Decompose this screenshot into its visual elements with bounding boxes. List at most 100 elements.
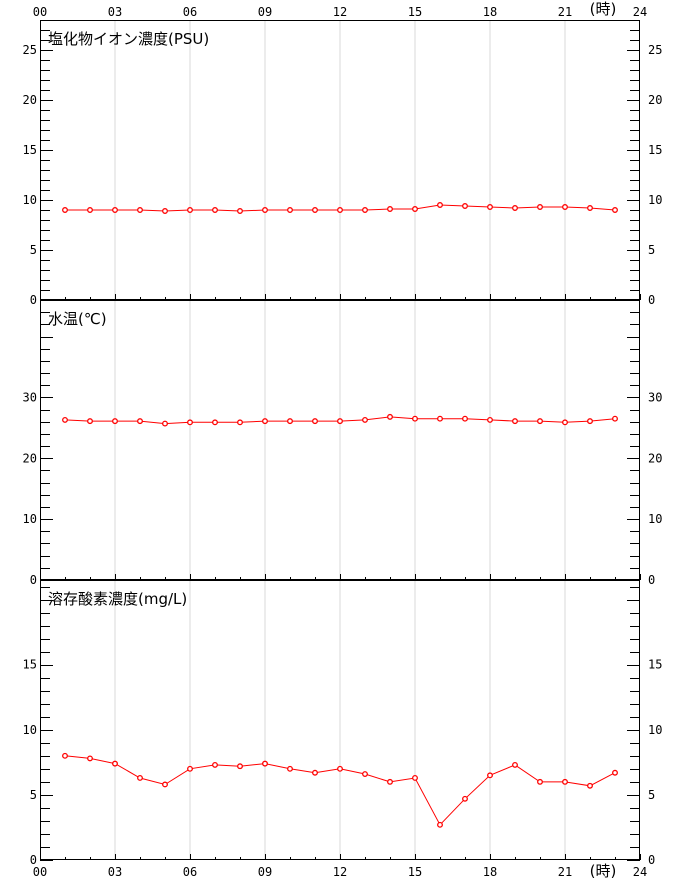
data-point — [387, 206, 393, 212]
data-point — [262, 760, 268, 767]
x-tick-label-top: 15 — [408, 5, 422, 19]
x-tick-label-bottom: 06 — [183, 865, 197, 879]
data-point — [487, 416, 493, 423]
data-point — [612, 415, 618, 422]
y-tick-label-left: 10 — [23, 193, 37, 207]
x-tick-label-top: 06 — [183, 5, 197, 19]
y-tick-label-right: 0 — [648, 293, 655, 307]
data-point — [537, 418, 543, 425]
data-point — [362, 207, 368, 213]
data-point — [312, 418, 318, 425]
data-point — [162, 208, 168, 214]
data-point — [312, 769, 318, 776]
data-point — [487, 772, 493, 779]
data-point — [437, 821, 443, 828]
data-point — [87, 207, 93, 213]
data-point — [162, 420, 168, 427]
data-point — [412, 206, 418, 212]
data-point — [187, 765, 193, 772]
y-tick-label-left: 10 — [23, 512, 37, 526]
data-point — [112, 207, 118, 213]
data-point — [62, 752, 68, 759]
y-tick-label-left: 25 — [23, 43, 37, 57]
data-point — [212, 761, 218, 768]
data-point — [87, 418, 93, 425]
panel-title: 溶存酸素濃度(mg/L) — [48, 590, 187, 608]
data-point — [362, 416, 368, 423]
data-point — [137, 207, 143, 213]
data-point — [387, 413, 393, 420]
x-tick-label-top: 21 — [558, 5, 572, 19]
data-point — [262, 418, 268, 425]
x-tick-label-bottom: 00 — [33, 865, 47, 879]
data-point — [487, 204, 493, 210]
data-point — [512, 418, 518, 425]
y-tick-label-left: 15 — [23, 143, 37, 157]
data-point — [187, 419, 193, 426]
y-tick-label-right: 0 — [648, 853, 655, 867]
panel-title: 水温(℃) — [48, 310, 107, 328]
panel-frame — [40, 580, 640, 860]
y-tick-label-right: 20 — [648, 93, 662, 107]
x-tick-label-top: 00 — [33, 5, 47, 19]
dissolved-oxygen-panel: 0 0 5 5 10 10 15 15 溶存酸素濃度(mg/L) — [23, 580, 662, 867]
x-tick-label-bottom: 21 — [558, 865, 572, 879]
data-point — [462, 203, 468, 209]
data-point — [587, 418, 593, 425]
data-point — [62, 207, 68, 213]
x-tick-label-top: 12 — [333, 5, 347, 19]
y-tick-label-right: 30 — [648, 390, 662, 404]
y-tick-label-left: 0 — [30, 573, 37, 587]
data-point — [462, 415, 468, 422]
data-point — [212, 419, 218, 426]
data-point — [512, 761, 518, 768]
y-tick-label-left: 30 — [23, 390, 37, 404]
panel-title: 塩化物イオン濃度(PSU) — [48, 30, 209, 48]
chloride-panel: 0 0 5 5 10 10 15 15 20 20 25 25 塩化物イオン濃度(PSU) — [23, 20, 662, 307]
y-tick-label-right: 0 — [648, 573, 655, 587]
data-point — [237, 208, 243, 214]
y-tick-label-right: 20 — [648, 451, 662, 465]
y-tick-label-left: 20 — [23, 93, 37, 107]
data-point — [587, 205, 593, 211]
data-point — [362, 771, 368, 777]
water-temp-panel: 0 0 10 10 20 20 30 30 水温(℃) — [23, 300, 662, 587]
data-point — [537, 778, 543, 785]
data-point — [162, 781, 168, 788]
y-tick-label-right: 10 — [648, 512, 662, 526]
x-tick-label-bottom: 24 — [633, 865, 647, 879]
x-tick-label-bottom: 12 — [333, 865, 347, 879]
data-point — [137, 775, 143, 781]
data-point — [212, 207, 218, 213]
data-point — [387, 778, 393, 785]
data-point — [412, 775, 418, 781]
x-tick-label-bottom: 09 — [258, 865, 272, 879]
data-point — [137, 418, 143, 425]
y-tick-label-left: 15 — [23, 658, 37, 672]
data-point — [287, 418, 293, 425]
data-point — [62, 416, 68, 423]
y-tick-label-left: 0 — [30, 853, 37, 867]
data-point — [512, 205, 518, 211]
y-tick-label-left: 10 — [23, 723, 37, 737]
hour-unit-label-bottom: (時) — [590, 862, 617, 880]
x-tick-label-bottom: 15 — [408, 865, 422, 879]
y-tick-label-left: 5 — [30, 243, 37, 257]
x-tick-label-top: 03 — [108, 5, 122, 19]
data-point — [437, 415, 443, 422]
panel-frame — [40, 20, 640, 300]
data-point — [337, 765, 343, 772]
x-tick-label-top: 09 — [258, 5, 272, 19]
data-point — [612, 207, 618, 213]
data-point — [262, 207, 268, 213]
data-point — [237, 763, 243, 770]
y-tick-label-right: 25 — [648, 43, 662, 57]
data-point — [237, 419, 243, 426]
y-tick-label-right: 5 — [648, 788, 655, 802]
data-point — [312, 207, 318, 213]
data-point — [87, 755, 93, 762]
data-point — [287, 207, 293, 213]
y-tick-label-left: 5 — [30, 788, 37, 802]
data-point — [537, 204, 543, 210]
